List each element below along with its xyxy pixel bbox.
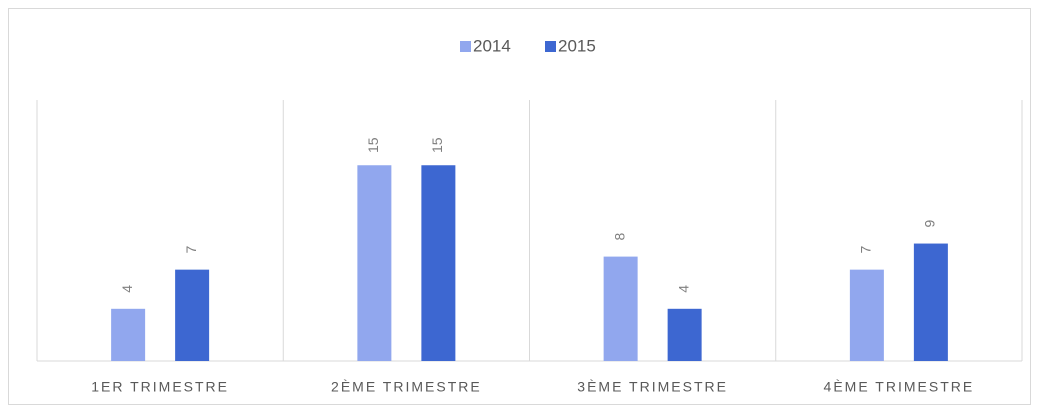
value-label: 7 bbox=[183, 246, 199, 254]
x-tick-label: 1ER TRIMESTRE bbox=[91, 379, 229, 395]
bar bbox=[357, 165, 392, 361]
x-tick-label: 4ÈME TRIMESTRE bbox=[824, 379, 975, 395]
value-label: 8 bbox=[611, 232, 627, 240]
bar bbox=[421, 165, 456, 361]
value-label: 4 bbox=[119, 285, 135, 293]
value-label: 15 bbox=[429, 137, 445, 153]
value-label: 9 bbox=[922, 219, 938, 227]
x-tick-label: 3ÈME TRIMESTRE bbox=[577, 379, 728, 395]
value-label: 15 bbox=[365, 137, 381, 153]
bar bbox=[175, 269, 210, 361]
value-label: 4 bbox=[675, 285, 691, 293]
value-label: 7 bbox=[858, 246, 874, 254]
legend-label: 2015 bbox=[558, 36, 596, 55]
bar bbox=[667, 308, 702, 361]
legend-swatch bbox=[545, 41, 556, 52]
bar bbox=[111, 308, 146, 361]
bar bbox=[849, 269, 884, 361]
bar bbox=[603, 256, 638, 361]
x-tick-label: 2ÈME TRIMESTRE bbox=[331, 379, 482, 395]
legend-swatch bbox=[460, 41, 471, 52]
legend-label: 2014 bbox=[473, 36, 511, 55]
bar bbox=[913, 243, 948, 361]
